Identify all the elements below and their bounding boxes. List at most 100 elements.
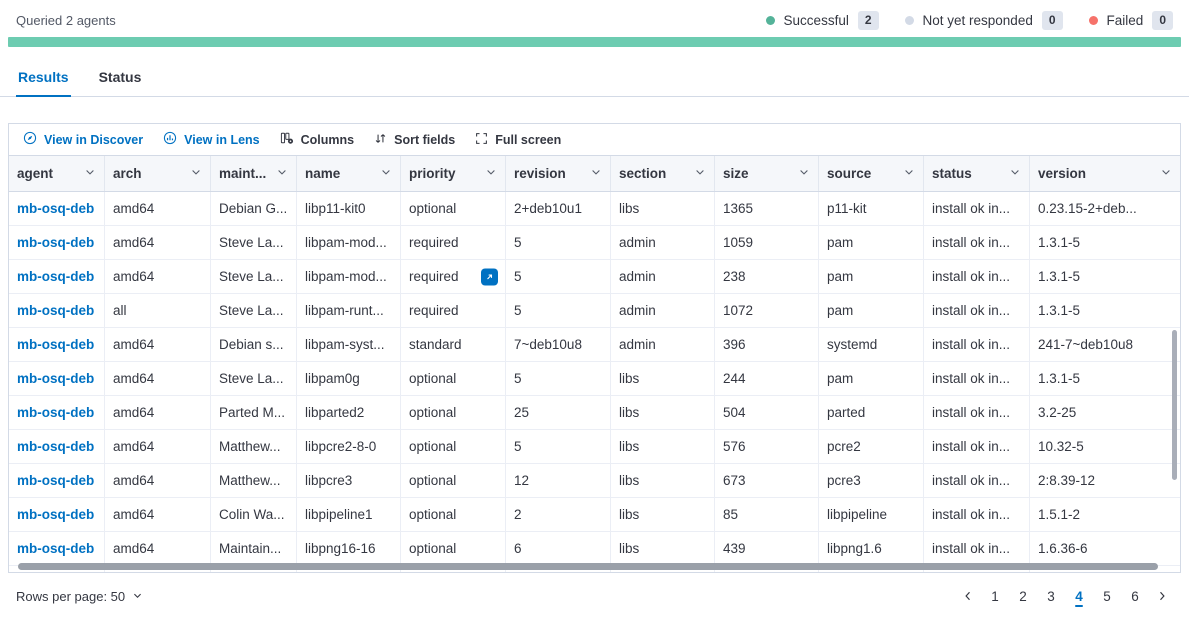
cell-value: 1.3.1-5 [1038, 235, 1081, 250]
agent-link-cell[interactable]: mb-osq-deb [9, 294, 105, 327]
column-header-status[interactable]: status [924, 156, 1030, 191]
cell-value: install ok in... [932, 541, 1011, 556]
chevron-down-icon[interactable] [694, 166, 706, 181]
column-header-source[interactable]: source [819, 156, 924, 191]
table-row: mb-osq-deb amd64 Steve La... libpam-mod... r… [9, 260, 1180, 294]
cell-value: install ok in... [932, 439, 1011, 454]
cell-size: 673 [715, 464, 819, 497]
cell-value: 5 [514, 303, 522, 318]
agent-link-cell[interactable]: mb-osq-deb [9, 226, 105, 259]
full-screen-button[interactable]: Full screen [465, 128, 571, 152]
cell-maintainer: Steve La... [211, 226, 297, 259]
column-header-label: section [619, 166, 667, 181]
cell-version: 2:8.39-12 [1030, 464, 1180, 497]
cell-source: libpng1.6 [819, 532, 924, 565]
page-button-5[interactable]: 5 [1095, 584, 1119, 608]
previous-page-button[interactable] [957, 584, 979, 608]
cell-maintainer: Steve La... [211, 362, 297, 395]
cell-value: 1.3.1-5 [1038, 371, 1081, 386]
column-header-agent[interactable]: agent [9, 156, 105, 191]
column-header-version[interactable]: version [1030, 156, 1180, 191]
expand-cell-button[interactable] [481, 268, 498, 285]
page-button-6[interactable]: 6 [1123, 584, 1147, 608]
chevron-down-icon[interactable] [1009, 166, 1021, 181]
chevron-down-icon[interactable] [798, 166, 810, 181]
page-button-1[interactable]: 1 [983, 584, 1007, 608]
column-header-priority[interactable]: priority [401, 156, 506, 191]
agent-link-cell[interactable]: mb-osq-deb [9, 260, 105, 293]
cell-value: Debian s... [219, 337, 284, 352]
columns-label: Columns [300, 132, 355, 147]
column-header-section[interactable]: section [611, 156, 715, 191]
chevron-down-icon[interactable] [903, 166, 915, 181]
table-row: mb-osq-deb amd64 Debian G... libp11-kit0 opt… [9, 192, 1180, 226]
rows-per-page-control[interactable]: Rows per page: 50 [16, 589, 143, 604]
cell-value: required [409, 303, 459, 318]
horizontal-scrollbar[interactable] [18, 563, 1158, 570]
cell-version: 241-7~deb10u8 [1030, 328, 1180, 361]
cell-value: 241-7~deb10u8 [1038, 337, 1133, 352]
agent-link-cell[interactable]: mb-osq-deb [9, 498, 105, 531]
page-button-3[interactable]: 3 [1039, 584, 1063, 608]
column-header-size[interactable]: size [715, 156, 819, 191]
status-dot-icon [765, 16, 775, 25]
chevron-down-icon[interactable] [190, 166, 202, 181]
vertical-scrollbar[interactable] [1172, 330, 1177, 480]
cell-source: pam [819, 260, 924, 293]
legend-count-badge: 0 [1041, 11, 1063, 30]
sort-icon [374, 132, 387, 148]
chevron-down-icon[interactable] [590, 166, 602, 181]
cell-name: libpam0g [297, 362, 401, 395]
column-header-maintainer[interactable]: maint... [211, 156, 297, 191]
cell-value: libpng1.6 [827, 541, 882, 556]
cell-status: install ok in... [924, 328, 1030, 361]
cell-revision: 5 [506, 260, 611, 293]
tab-results[interactable]: Results [16, 60, 71, 97]
column-header-revision[interactable]: revision [506, 156, 611, 191]
cell-size: 1365 [715, 192, 819, 225]
cell-revision: 5 [506, 430, 611, 463]
columns-button[interactable]: Columns [270, 128, 364, 152]
cell-value: amd64 [113, 541, 155, 556]
cell-section: libs [611, 464, 715, 497]
agent-link-cell[interactable]: mb-osq-deb [9, 464, 105, 497]
cell-version: 10.32-5 [1030, 430, 1180, 463]
view-in-lens-button[interactable]: View in Lens [153, 128, 270, 152]
sort-fields-button[interactable]: Sort fields [364, 128, 465, 152]
agent-link-cell[interactable]: mb-osq-deb [9, 192, 105, 225]
page-button-4[interactable]: 4 [1067, 584, 1091, 608]
chevron-down-icon[interactable] [1160, 166, 1172, 181]
cell-value: libp11-kit0 [305, 201, 366, 216]
chevron-down-icon[interactable] [380, 166, 392, 181]
cell-value: 6 [514, 541, 522, 556]
view-in-discover-button[interactable]: View in Discover [13, 128, 153, 152]
cell-value: libpam-mod... [305, 269, 387, 284]
cell-value: amd64 [113, 405, 155, 420]
cell-value: optional [409, 473, 457, 488]
chevron-down-icon[interactable] [84, 166, 96, 181]
cell-value: libs [619, 371, 640, 386]
queried-agents-text: Queried 2 agents [16, 13, 116, 28]
cell-section: libs [611, 498, 715, 531]
cell-arch: amd64 [105, 260, 211, 293]
cell-value: amd64 [113, 439, 155, 454]
tab-status[interactable]: Status [98, 69, 142, 85]
agent-link-cell[interactable]: mb-osq-deb [9, 430, 105, 463]
next-page-button[interactable] [1151, 584, 1173, 608]
rows-per-page-label: Rows per page: 50 [16, 588, 126, 604]
cell-value: install ok in... [932, 235, 1011, 250]
chevron-down-icon[interactable] [276, 166, 288, 181]
cell-value: all [113, 303, 127, 318]
agent-link-cell[interactable]: mb-osq-deb [9, 328, 105, 361]
agent-link-cell[interactable]: mb-osq-deb [9, 396, 105, 429]
page-button-2[interactable]: 2 [1011, 584, 1035, 608]
agent-link-cell[interactable]: mb-osq-deb [9, 532, 105, 565]
agent-link-cell[interactable]: mb-osq-deb [9, 362, 105, 395]
column-header-name[interactable]: name [297, 156, 401, 191]
cell-arch: amd64 [105, 498, 211, 531]
chevron-down-icon[interactable] [485, 166, 497, 181]
cell-priority: required [401, 294, 506, 327]
query-progress-bar [8, 37, 1181, 47]
cell-value: libs [619, 541, 640, 556]
column-header-arch[interactable]: arch [105, 156, 211, 191]
